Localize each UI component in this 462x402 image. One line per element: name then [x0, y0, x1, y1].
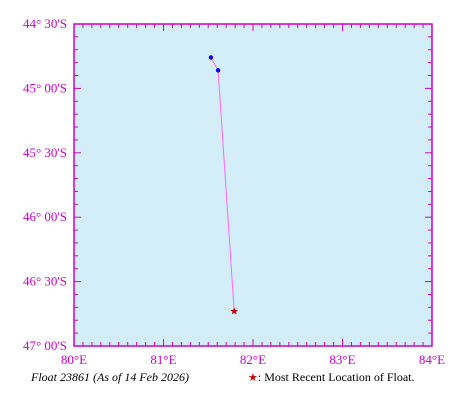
lon-tick-label: 80°E: [61, 352, 87, 367]
star-icon: ★: [248, 372, 258, 384]
latitude-labels: 44° 30'S 45° 00'S 45° 30'S 46° 00'S 46° 30'S…: [23, 16, 67, 353]
lat-tick-label: 47° 00'S: [23, 338, 67, 353]
latest-position-star-icon: [230, 307, 239, 315]
lon-tick-label: 81°E: [150, 352, 176, 367]
lat-tick-label: 45° 30'S: [23, 145, 67, 160]
lon-tick-label: 82°E: [240, 352, 266, 367]
legend-text: : Most Recent Location of Float.: [257, 370, 415, 384]
longitude-labels: 80°E 81°E 82°E 83°E 84°E: [61, 352, 445, 367]
lat-tick-label: 44° 30'S: [23, 16, 67, 31]
legend-caption: ★: Most Recent Location of Float.: [248, 370, 415, 385]
float-caption: Float 23861 (As of 14 Feb 2026): [31, 370, 189, 384]
lat-tick-label: 45° 00'S: [23, 80, 67, 95]
float-position-point: [215, 68, 221, 73]
lon-tick-label: 84°E: [419, 352, 445, 367]
lat-tick-label: 46° 30'S: [23, 274, 67, 289]
map-frame: [73, 23, 433, 347]
float-track: [208, 55, 239, 315]
float-position-point: [208, 55, 214, 60]
lat-tick-label: 46° 00'S: [23, 209, 67, 224]
ocean-area: [74, 24, 432, 346]
lon-tick-label: 83°E: [329, 352, 355, 367]
